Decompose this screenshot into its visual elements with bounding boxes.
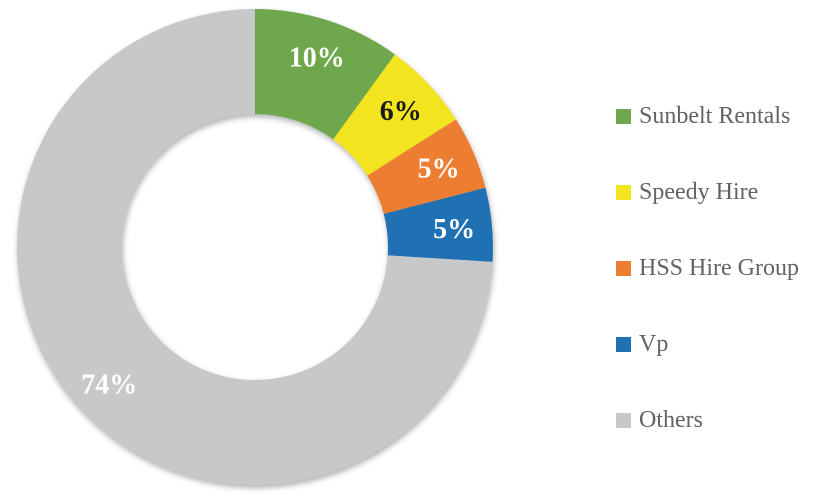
legend-swatch-others-icon — [616, 412, 631, 428]
legend-swatch-sunbelt-rentals-icon — [616, 108, 631, 124]
legend-label-speedy-hire: Speedy Hire — [639, 179, 759, 205]
legend-label-sunbelt-rentals: Sunbelt Rentals — [639, 103, 791, 129]
pie-slice-hss-hire-group — [367, 119, 486, 214]
legend-swatch-vp-icon — [616, 336, 631, 352]
pie-slice-sunbelt-rentals — [255, 9, 395, 140]
legend: Sunbelt Rentals Speedy Hire HSS Hire Gro… — [616, 78, 824, 458]
legend-label-vp: Vp — [639, 331, 669, 357]
legend-swatch-speedy-hire-icon — [616, 184, 631, 200]
slice-label-others: 74% — [81, 370, 137, 401]
slice-label-hss-hire-group: 5% — [418, 153, 460, 184]
legend-label-hss-hire-group: HSS Hire Group — [639, 255, 799, 281]
slice-label-sunbelt-rentals: 10% — [289, 43, 345, 74]
slice-label-speedy-hire: 6% — [380, 96, 422, 127]
pie-slice-vp — [383, 187, 493, 262]
pie-slice-speedy-hire — [333, 54, 456, 176]
legend-item: Speedy Hire — [616, 154, 824, 230]
legend-item: Vp — [616, 306, 824, 382]
legend-swatch-hss-hire-group-icon — [616, 260, 631, 276]
donut-slice-labels: 10% 6% 5% 5% 74% — [81, 43, 475, 401]
legend-item: Others — [616, 382, 824, 458]
pie-slice-others — [16, 9, 493, 485]
donut-slices — [16, 9, 493, 485]
legend-item: HSS Hire Group — [616, 230, 824, 306]
slice-label-vp: 5% — [433, 214, 475, 245]
legend-item: Sunbelt Rentals — [616, 78, 824, 154]
legend-label-others: Others — [639, 407, 703, 433]
